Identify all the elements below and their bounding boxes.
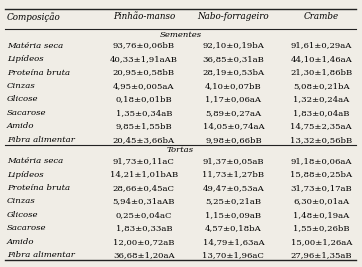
Text: Lipídeos: Lipídeos: [7, 55, 43, 63]
Text: 9,98±0,66bB: 9,98±0,66bB: [205, 136, 262, 144]
Text: Amido: Amido: [7, 238, 34, 246]
Text: 49,47±0,53aA: 49,47±0,53aA: [202, 184, 264, 192]
Text: 44,10±1,46aA: 44,10±1,46aA: [290, 55, 352, 63]
Text: 1,35±0,34aB: 1,35±0,34aB: [115, 109, 172, 117]
Text: 14,05±0,74aA: 14,05±0,74aA: [203, 122, 264, 130]
Text: 20,45±3,66bA: 20,45±3,66bA: [113, 136, 175, 144]
Text: 12,00±0,72aB: 12,00±0,72aB: [113, 238, 174, 246]
Text: Cinzas: Cinzas: [7, 82, 35, 90]
Text: Proteína bruta: Proteína bruta: [7, 184, 70, 192]
Text: 91,61±0,29aA: 91,61±0,29aA: [290, 42, 352, 50]
Text: 6,30±0,01aA: 6,30±0,01aA: [293, 198, 349, 206]
Text: 20,95±0,58bB: 20,95±0,58bB: [113, 69, 175, 77]
Text: 1,32±0,24aA: 1,32±0,24aA: [293, 95, 349, 103]
Text: Tortas: Tortas: [167, 146, 194, 154]
Text: 91,18±0,06aA: 91,18±0,06aA: [290, 157, 352, 165]
Text: 15,88±0,25bA: 15,88±0,25bA: [290, 171, 352, 179]
Text: 21,30±1,86bB: 21,30±1,86bB: [290, 69, 352, 77]
Text: 4,10±0,07bB: 4,10±0,07bB: [205, 82, 262, 90]
Text: 1,55±0,26bB: 1,55±0,26bB: [293, 225, 349, 233]
Text: 91,73±0,11aC: 91,73±0,11aC: [113, 157, 175, 165]
Text: 14,79±1,63aA: 14,79±1,63aA: [203, 238, 264, 246]
Text: Composição: Composição: [7, 12, 60, 22]
Text: 5,94±0,31aAB: 5,94±0,31aAB: [113, 198, 175, 206]
Text: Glicose: Glicose: [7, 211, 38, 219]
Text: 4,57±0,18bA: 4,57±0,18bA: [205, 225, 262, 233]
Text: 14,21±1,01bAB: 14,21±1,01bAB: [110, 171, 178, 179]
Text: 11,73±1,27bB: 11,73±1,27bB: [202, 171, 264, 179]
Text: 0,18±0,01bB: 0,18±0,01bB: [115, 95, 172, 103]
Text: 14,75±2,35aA: 14,75±2,35aA: [290, 122, 352, 130]
Text: Cinzas: Cinzas: [7, 198, 35, 206]
Text: 28,66±0,45aC: 28,66±0,45aC: [113, 184, 175, 192]
Text: Matéria seca: Matéria seca: [7, 157, 63, 165]
Text: 5,25±0,21aB: 5,25±0,21aB: [205, 198, 261, 206]
Text: Matéria seca: Matéria seca: [7, 42, 63, 50]
Text: Sacarose: Sacarose: [7, 109, 46, 117]
Text: 1,17±0,06aA: 1,17±0,06aA: [205, 95, 261, 103]
Text: 36,68±1,20aA: 36,68±1,20aA: [113, 252, 174, 259]
Text: 5,89±0,27aA: 5,89±0,27aA: [205, 109, 261, 117]
Text: 1,83±0,04aB: 1,83±0,04aB: [293, 109, 349, 117]
Text: Lipídeos: Lipídeos: [7, 171, 43, 179]
Text: 1,15±0,09aB: 1,15±0,09aB: [205, 211, 261, 219]
Text: 31,73±0,17aB: 31,73±0,17aB: [290, 184, 352, 192]
Text: 40,33±1,91aAB: 40,33±1,91aAB: [110, 55, 178, 63]
Text: 0,25±0,04aC: 0,25±0,04aC: [115, 211, 172, 219]
Text: 15,00±1,26aA: 15,00±1,26aA: [290, 238, 352, 246]
Text: 13,70±1,96aC: 13,70±1,96aC: [202, 252, 264, 259]
Text: Nabo-forrageiro: Nabo-forrageiro: [198, 12, 269, 21]
Text: 93,76±0,06bB: 93,76±0,06bB: [113, 42, 175, 50]
Text: Sementes: Sementes: [160, 31, 202, 39]
Text: 91,37±0,05aB: 91,37±0,05aB: [203, 157, 264, 165]
Text: Proteína bruta: Proteína bruta: [7, 69, 70, 77]
Text: 92,10±0,19bA: 92,10±0,19bA: [202, 42, 264, 50]
Text: Amido: Amido: [7, 122, 34, 130]
Text: Sacarose: Sacarose: [7, 225, 46, 233]
Text: 28,19±0,53bA: 28,19±0,53bA: [202, 69, 265, 77]
Text: Fibra alimentar: Fibra alimentar: [7, 252, 75, 259]
Text: 1,48±0,19aA: 1,48±0,19aA: [293, 211, 349, 219]
Text: 9,85±1,55bB: 9,85±1,55bB: [115, 122, 172, 130]
Text: 5,08±0,21bA: 5,08±0,21bA: [293, 82, 349, 90]
Text: Glicose: Glicose: [7, 95, 38, 103]
Text: 36,85±0,31aB: 36,85±0,31aB: [202, 55, 264, 63]
Text: Fibra alimentar: Fibra alimentar: [7, 136, 75, 144]
Text: Crambe: Crambe: [304, 12, 339, 21]
Text: Pinhão-manso: Pinhão-manso: [113, 12, 175, 21]
Text: 4,95±0,005aA: 4,95±0,005aA: [113, 82, 174, 90]
Text: 13,32±0,56bB: 13,32±0,56bB: [290, 136, 352, 144]
Text: 27,96±1,35aB: 27,96±1,35aB: [290, 252, 352, 259]
Text: 1,83±0,33aB: 1,83±0,33aB: [115, 225, 172, 233]
